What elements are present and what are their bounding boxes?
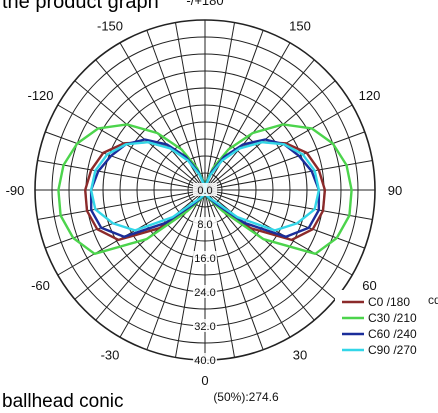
grid-spoke bbox=[204, 189, 291, 338]
grid-spoke bbox=[204, 80, 336, 191]
polar-grid bbox=[34, 19, 376, 361]
grid-spoke bbox=[204, 30, 264, 191]
grid-spoke bbox=[204, 189, 336, 300]
angle-tick-label: -90 bbox=[6, 183, 25, 198]
radial-tick-bg bbox=[193, 353, 217, 366]
grid-spoke bbox=[57, 189, 206, 276]
radial-tick-bg bbox=[193, 183, 217, 196]
radial-tick-bg bbox=[193, 319, 217, 332]
radial-tick-label: 16.0 bbox=[194, 253, 215, 265]
angle-tick-label: 60 bbox=[362, 278, 376, 293]
angle-tick-label: -150 bbox=[97, 19, 123, 34]
angle-tick-label: -60 bbox=[31, 278, 50, 293]
radial-tick-bg bbox=[193, 251, 217, 264]
grid-spoke bbox=[119, 189, 206, 338]
grid-spoke bbox=[204, 189, 353, 276]
grid-spoke bbox=[45, 189, 206, 249]
angle-tick-label: -120 bbox=[27, 88, 53, 103]
grid-spoke bbox=[74, 80, 206, 191]
grid-spoke bbox=[37, 189, 206, 221]
radial-tick-label: 32.0 bbox=[194, 321, 215, 333]
grid-spoke bbox=[95, 59, 206, 191]
radial-tick-label: 0.0 bbox=[197, 185, 212, 197]
radial-tick-bg bbox=[193, 217, 217, 230]
grid-spoke bbox=[146, 30, 206, 191]
axis-labels: -/+180 -150 150 -120 120 -90 90 -60 60 -30 30 0 0.0 8… bbox=[6, 0, 403, 404]
grid-spoke bbox=[204, 104, 353, 191]
radial-tick-bg bbox=[193, 285, 217, 298]
angle-tick-label: 30 bbox=[293, 348, 307, 363]
radial-tick-label: 24.0 bbox=[194, 287, 215, 299]
angle-tick-label: 120 bbox=[359, 88, 381, 103]
legend: C0 /180 C30 /210 C60 /240 C90 /270 bbox=[335, 290, 438, 370]
grid-spoke bbox=[57, 104, 206, 191]
legend-label: C30 /210 bbox=[368, 311, 417, 325]
top-caption: the product graph bbox=[2, 0, 159, 13]
legend-box bbox=[335, 290, 438, 370]
legend-label: C0 /180 bbox=[368, 295, 410, 309]
grid-spoke bbox=[204, 189, 264, 350]
grid-spoke bbox=[204, 22, 236, 191]
legend-cut-text: cd bbox=[428, 293, 438, 307]
grid-spoke bbox=[204, 59, 315, 191]
grid-spoke bbox=[45, 131, 206, 191]
radial-tick-label: 40.0 bbox=[194, 355, 215, 367]
bottom-caption: ballhead conic bbox=[2, 391, 124, 412]
angle-tick-label: 0 bbox=[201, 373, 208, 388]
angle-tick-label: -/+180 bbox=[186, 0, 223, 8]
legend-label: C90 /270 bbox=[368, 343, 417, 357]
angle-tick-label: 150 bbox=[289, 19, 311, 34]
angle-tick-label: 90 bbox=[388, 183, 402, 198]
grid-spoke bbox=[146, 189, 206, 350]
grid-spoke bbox=[204, 131, 365, 191]
grid-spoke bbox=[204, 189, 373, 221]
grid-spoke bbox=[74, 189, 206, 300]
angle-tick-label: -30 bbox=[101, 348, 120, 363]
grid-spoke bbox=[37, 159, 206, 191]
grid-spoke bbox=[204, 159, 373, 191]
legend-label: C60 /240 bbox=[368, 327, 417, 341]
radial-tick-label: 8.0 bbox=[197, 219, 212, 231]
grid-spoke bbox=[174, 22, 206, 191]
grid-spoke bbox=[204, 189, 365, 249]
c-max-label: (50%):274.6 bbox=[213, 390, 279, 404]
